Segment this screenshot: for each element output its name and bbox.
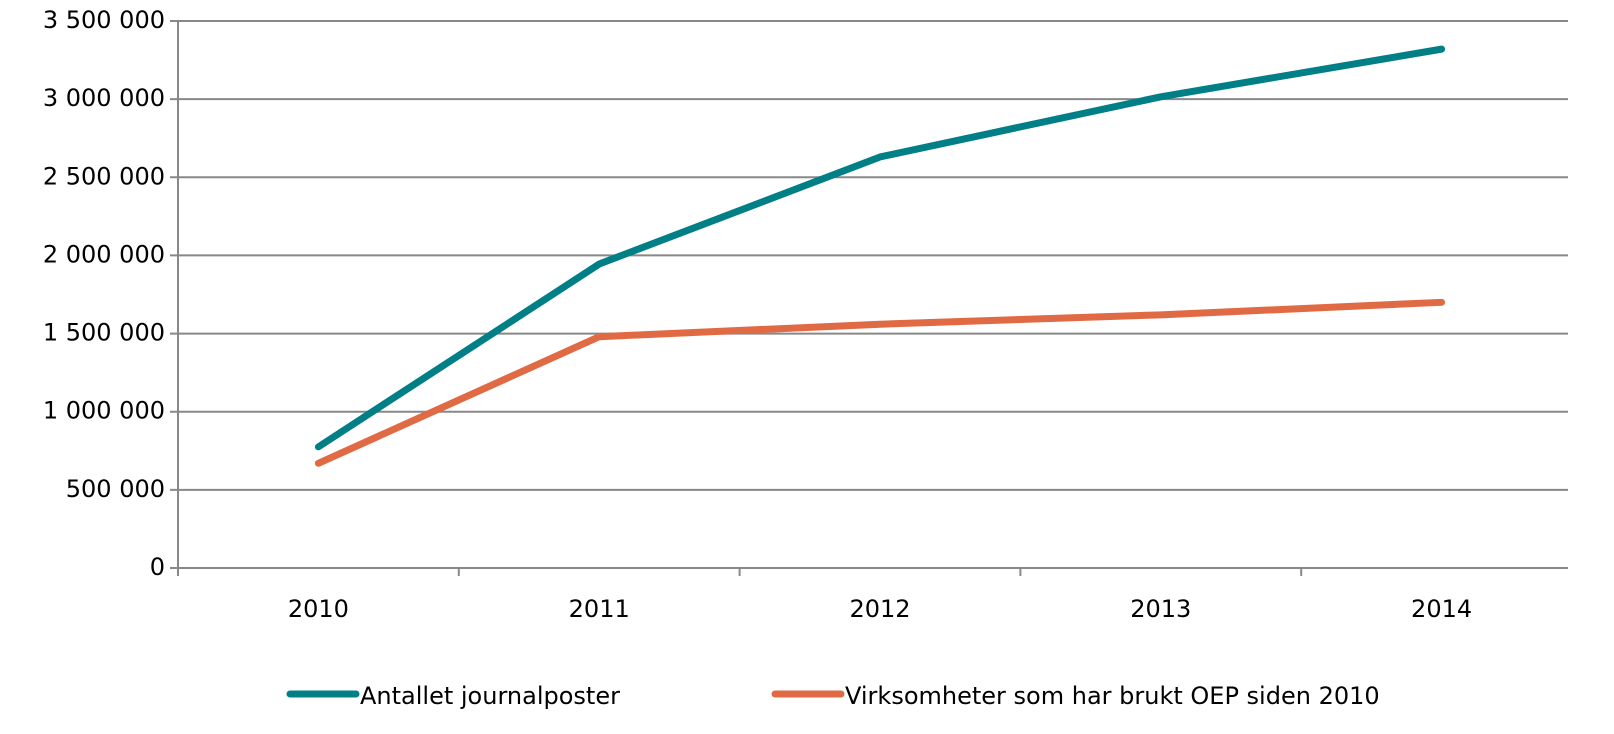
y-tick-label: 3 000 000	[43, 84, 165, 112]
legend-label: Virksomheter som har brukt OEP siden 201…	[845, 682, 1380, 710]
y-tick-label: 2 500 000	[43, 162, 165, 190]
line-series	[314, 45, 1446, 451]
x-tick-label: 2011	[569, 595, 630, 623]
legend-label: Antallet journalposter	[360, 682, 620, 710]
x-tick-label: 2014	[1411, 595, 1472, 623]
x-tick-label: 2010	[288, 595, 349, 623]
x-tick-label: 2012	[849, 595, 910, 623]
y-tick-label: 500 000	[66, 475, 165, 503]
line-series	[314, 298, 1446, 467]
x-tick-label: 2013	[1130, 595, 1191, 623]
y-tick-label: 1 000 000	[43, 397, 165, 425]
y-tick-label: 1 500 000	[43, 319, 165, 347]
y-tick-label: 3 500 000	[43, 6, 165, 34]
y-tick-label: 2 000 000	[43, 240, 165, 268]
y-tick-label: 0	[150, 553, 165, 581]
